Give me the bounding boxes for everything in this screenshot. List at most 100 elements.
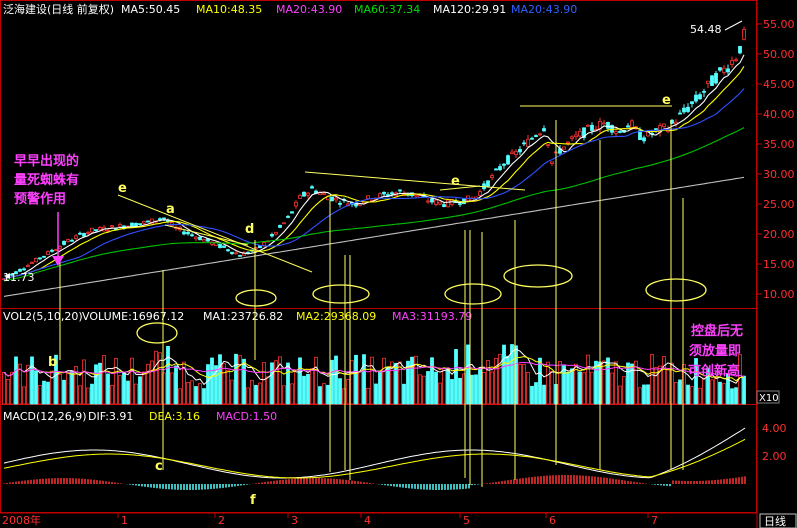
volume-bar (686, 384, 690, 405)
volume-bar (602, 360, 606, 405)
candle-body (202, 239, 206, 242)
candle-body (238, 255, 242, 257)
volume-bar (638, 387, 642, 405)
month-label: 5 (463, 514, 470, 527)
volume-bar (2, 371, 6, 405)
vol-ma2-label: MA2:29368.09 (296, 310, 376, 323)
annotation-ellipse (312, 284, 370, 304)
volume-bar (374, 383, 378, 405)
volume-bar (378, 370, 382, 405)
volume-bar (302, 375, 306, 405)
volume-bar (66, 371, 70, 405)
volume-bar (490, 371, 494, 405)
candle-body (618, 131, 622, 133)
volume-unit: X10 (759, 393, 779, 404)
volume-bar (278, 356, 282, 405)
dea-label: DEA:3.16 (149, 410, 200, 423)
candle-body (602, 122, 606, 125)
point-e-2: e (451, 174, 460, 189)
volume-bar (42, 380, 46, 405)
trendline-short (439, 185, 481, 191)
volume-bar (286, 362, 290, 405)
volume-bar (694, 358, 698, 405)
candle-body (50, 249, 54, 252)
volume-bar (650, 354, 654, 405)
candle-body (390, 192, 394, 195)
candle-body (146, 220, 150, 223)
candle-body (90, 227, 94, 233)
volume-bar (190, 380, 194, 405)
volume-bar (46, 381, 50, 405)
volume-bar (262, 362, 266, 405)
candle-body (330, 196, 334, 202)
volume-bar (418, 374, 422, 405)
ma5-label: MA5:50.45 (121, 3, 180, 16)
annotation-overlay (4, 105, 707, 487)
volume-bar (562, 365, 566, 405)
arrow-head (52, 256, 64, 266)
volume-bar (30, 356, 34, 405)
candle-body (218, 243, 222, 248)
volume-bar (478, 367, 482, 405)
annotation-ellipse (503, 264, 573, 288)
volume-bar (426, 371, 430, 405)
volume-bar (10, 371, 14, 405)
candle-body (82, 233, 86, 237)
candle-body (86, 232, 90, 234)
ma10-label: MA10:48.35 (196, 3, 262, 16)
volume-bar (178, 388, 182, 405)
candle-body (34, 257, 38, 263)
volume-bar (118, 375, 122, 405)
ma60-label: MA60:37.34 (354, 3, 420, 16)
volume-bar (146, 363, 150, 405)
candle-body (74, 235, 78, 239)
volume-bar (618, 385, 622, 405)
volume-bar (398, 361, 402, 405)
volume-unit-box (756, 390, 780, 404)
volume-bar (174, 365, 178, 405)
candle-body (106, 229, 110, 232)
volume-bar (246, 387, 250, 405)
candle-body (742, 29, 746, 40)
volume-bar (170, 372, 174, 405)
volume-bar (102, 355, 106, 405)
candle-body (574, 134, 578, 138)
volume-bar (538, 357, 542, 405)
volume-bar (566, 371, 570, 405)
point-f: f (250, 493, 256, 508)
candle-body (54, 249, 58, 252)
candle-body (26, 265, 30, 268)
volume-bar (318, 386, 322, 405)
point-a: a (166, 202, 175, 217)
candle-body (662, 123, 666, 128)
month-label: 3 (291, 514, 298, 527)
volume-bar (6, 379, 10, 405)
left-note-line2: 量死蜘蛛有 (14, 172, 79, 188)
volume-bar (406, 360, 410, 405)
candle-body (698, 94, 702, 100)
volume-bar (14, 356, 18, 405)
ma120-label: MA120:29.91 (433, 3, 506, 16)
candle-body (10, 273, 14, 276)
candle-body (378, 193, 382, 198)
price-tick-label: 55.00 (763, 18, 795, 31)
low-price-label: 11.73 (3, 271, 35, 284)
price-tick-label: 10.00 (763, 288, 795, 301)
volume-bar (94, 364, 98, 405)
volume-bar (298, 357, 302, 405)
volume-bar (522, 364, 526, 405)
volume-bar (386, 366, 390, 405)
period-button[interactable] (759, 513, 797, 528)
candle-body (498, 166, 502, 171)
volume-bar (458, 377, 462, 405)
volume-bar (226, 369, 230, 405)
candle-body (606, 121, 610, 129)
right-note-line2: 须放量即 (689, 343, 741, 359)
candle-body (514, 150, 518, 155)
volume-bar (58, 374, 62, 405)
volume-bar (578, 371, 582, 405)
volume-bar (494, 357, 498, 405)
vol-ma1-label: MA1:23726.82 (203, 310, 283, 323)
